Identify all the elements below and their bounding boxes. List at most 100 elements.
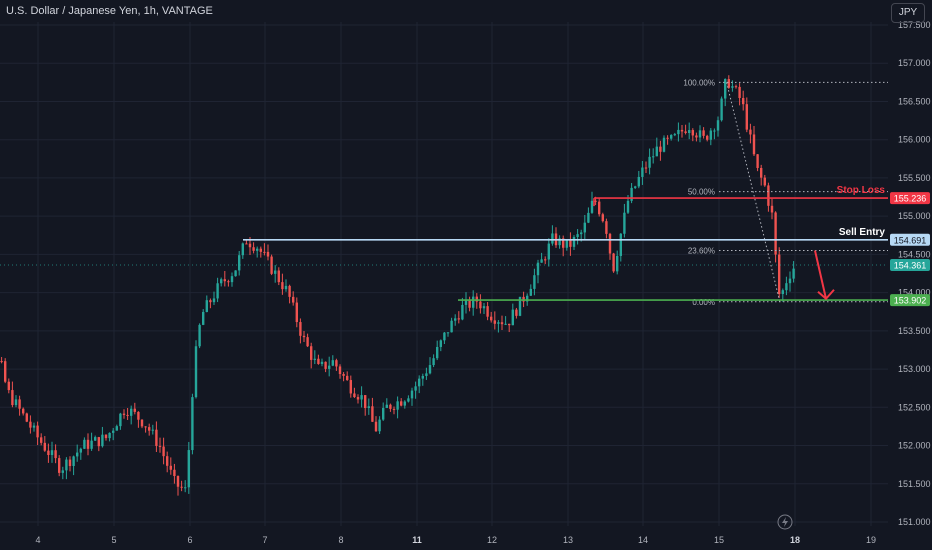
candle-body [158, 445, 162, 447]
y-tick-label: 157.500 [898, 20, 931, 30]
candle-body [630, 187, 633, 201]
price-levels: Stop Loss Sell Entry [243, 185, 888, 301]
candle-body [18, 399, 21, 409]
price-axis: 157.500 157.000 156.500 156.000 155.500 155.0… [890, 20, 931, 527]
candle-body [173, 469, 176, 477]
candle-body [7, 381, 10, 391]
lightning-icon [777, 514, 793, 530]
candle-body [648, 156, 651, 168]
candle-body [176, 476, 180, 487]
candle-body [493, 320, 496, 324]
candle-body [626, 200, 630, 213]
candle-body [54, 450, 57, 459]
candle-body [536, 262, 540, 276]
candle-body [734, 86, 738, 88]
candle-body [40, 437, 43, 443]
candle-body [400, 401, 403, 406]
candle-body [108, 432, 111, 439]
candle-body [216, 283, 219, 299]
candle-body [770, 205, 774, 213]
candle-body [392, 408, 396, 410]
x-tick-label: 14 [638, 535, 648, 545]
candle-body [364, 395, 367, 408]
candle-body [220, 279, 223, 284]
candle-body [382, 407, 385, 420]
candle-body [155, 429, 158, 446]
candle-body [418, 378, 421, 387]
candle-body [662, 137, 666, 152]
candle-body [266, 251, 270, 257]
level-label: Sell Entry [839, 227, 886, 238]
candle-body [374, 421, 378, 432]
candle-body [83, 439, 86, 449]
candle-body [410, 390, 414, 399]
candle-body [317, 358, 320, 364]
y-tick-label: 155.000 [898, 211, 931, 221]
candle-body [385, 404, 388, 408]
price-tag [890, 233, 930, 246]
candle-body [720, 98, 723, 121]
candle-body [292, 296, 295, 303]
candle-body [4, 361, 7, 382]
candle-body [540, 259, 543, 263]
price-tag-label: 154.361 [894, 261, 927, 271]
candle-body [162, 446, 165, 457]
candle-body [97, 437, 100, 447]
candle-body [547, 243, 550, 260]
candle-body [576, 234, 579, 238]
candle-body [623, 212, 626, 234]
currency-button[interactable]: JPY [891, 3, 925, 23]
candle-body [475, 296, 478, 302]
candle-body [572, 237, 576, 247]
candle-body [86, 439, 90, 449]
candle-body [169, 465, 172, 470]
candle-body [198, 324, 201, 347]
candle-body [101, 434, 104, 447]
candle-body [65, 459, 68, 471]
candle-body [227, 281, 230, 283]
candle-body [356, 397, 360, 400]
candle-body [497, 322, 500, 324]
candle-body [349, 380, 352, 394]
candle-body [191, 397, 194, 451]
candle-body [360, 395, 363, 400]
candle-body [778, 254, 781, 295]
candle-body [637, 176, 640, 187]
candle-body [551, 233, 554, 244]
level-label: Stop Loss [837, 185, 886, 196]
candle-body [338, 366, 342, 375]
candle-body [166, 456, 169, 466]
candle-body [788, 278, 792, 284]
candle-body [468, 299, 471, 308]
candle-body [760, 167, 763, 178]
candle-body [76, 452, 79, 457]
candle-body [0, 361, 3, 363]
candle-body [443, 332, 446, 341]
symbol-title: U.S. Dollar / Japanese Yen, 1h, VANTAGE [6, 5, 213, 17]
candle-body [79, 448, 82, 453]
price-tag-label: 154.691 [894, 235, 927, 245]
candle-body [112, 430, 115, 433]
fib-level-label: 100.00% [683, 78, 715, 87]
candle-body [756, 154, 759, 168]
candle-body [346, 375, 349, 381]
target-arrow [814, 250, 827, 299]
candle-body [389, 404, 392, 409]
candle-body [608, 233, 612, 254]
candle-body [241, 243, 244, 256]
candle-body [144, 426, 147, 428]
candle-body [634, 186, 637, 188]
x-tick-label: 5 [111, 535, 116, 545]
candle-body [446, 332, 450, 334]
y-tick-label: 153.000 [898, 364, 931, 374]
x-tick-label: 19 [866, 535, 876, 545]
candle-body [749, 129, 752, 135]
candle-body [752, 134, 756, 155]
candle-body [504, 323, 507, 325]
candle-body [666, 137, 669, 139]
candle-body [774, 212, 777, 255]
candle-body [403, 401, 406, 406]
candle-body [763, 177, 766, 186]
candle-body [533, 275, 536, 289]
candle-body [209, 300, 212, 303]
